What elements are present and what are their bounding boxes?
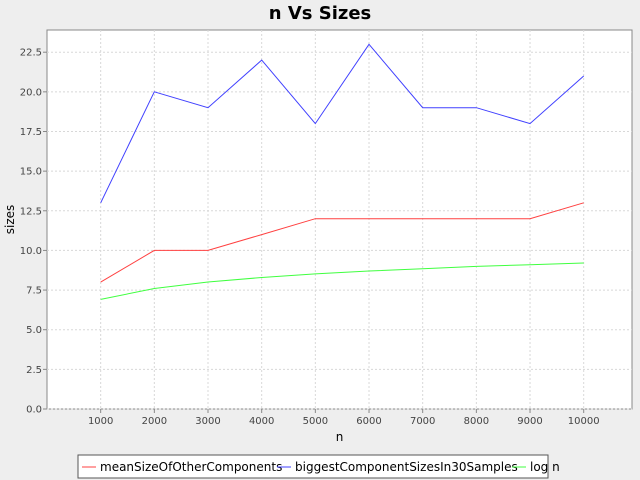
y-tick-label: 10.0: [20, 246, 42, 257]
y-axis-label: sizes: [3, 205, 17, 235]
x-tick-label: 9000: [517, 416, 542, 427]
y-tick-label: 20.0: [20, 87, 42, 98]
x-tick-label: 3000: [195, 416, 220, 427]
x-tick-label: 1000: [88, 416, 113, 427]
x-tick-label: 5000: [303, 416, 328, 427]
y-tick-label: 15.0: [20, 167, 42, 178]
series-line-biggest-component-sizes-in30-samples: [100, 43, 585, 204]
x-tick-label: 4000: [249, 416, 274, 427]
x-tick-label: 7000: [410, 416, 435, 427]
x-tick-label: 8000: [464, 416, 489, 427]
x-tick-label: 2000: [142, 416, 167, 427]
chart-title: n Vs Sizes: [269, 3, 372, 24]
series-lines: [100, 43, 585, 300]
axes: 0.0 2.5 5.0 7.5 10.0 12.5 15.0 17.5 20.0 22.5 1000…: [20, 48, 600, 427]
y-tick-label: 22.5: [20, 48, 42, 59]
x-axis-label: n: [336, 430, 344, 444]
x-tick-label: 10000: [568, 416, 600, 427]
x-tick-label: 6000: [356, 416, 381, 427]
legend-label: log n: [530, 460, 560, 474]
y-tick-label: 0.0: [26, 405, 42, 416]
y-tick-label: 5.0: [26, 325, 42, 336]
y-tick-label: 7.5: [26, 286, 42, 297]
y-tick-label: 2.5: [26, 365, 42, 376]
series-line-log-n: [100, 262, 584, 300]
plot-area: [46, 29, 633, 410]
y-tick-label: 12.5: [20, 206, 42, 217]
legend-box: [77, 454, 549, 479]
legend-label: meanSizeOfOtherComponents: [100, 460, 282, 474]
y-tick-label: 17.5: [20, 127, 42, 138]
legend: meanSizeOfOtherComponents biggestComponen…: [77, 454, 560, 479]
legend-label: biggestComponentSizesIn30Samples: [295, 460, 518, 474]
series-line-mean-size-of-other-components: [100, 202, 584, 283]
